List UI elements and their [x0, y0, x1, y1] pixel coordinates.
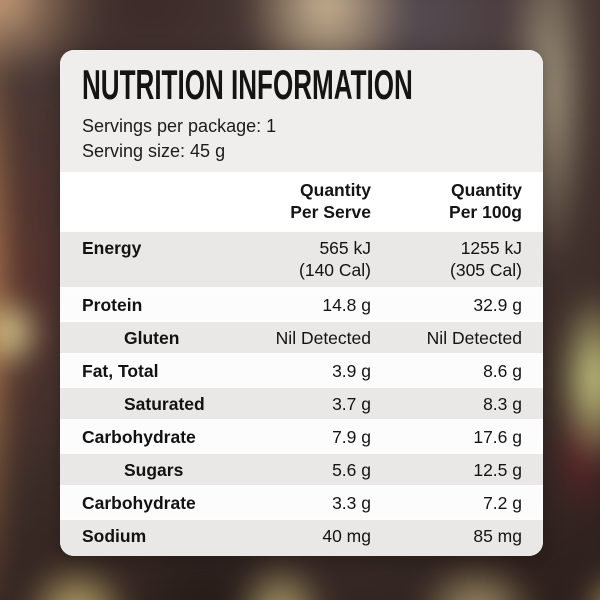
value-per-100g: 8.6 g [483, 360, 522, 381]
row-label: Protein [82, 294, 143, 315]
table-row-carbohydrate: Carbohydrate 7.9 g 17.6 g [60, 421, 543, 452]
value-per-serve: 14.8 g [322, 294, 371, 315]
row-label: Fat, Total [82, 360, 159, 381]
value-per-100g: Nil Detected [426, 327, 522, 348]
value-per-100g: 1255 kJ (305 Cal) [450, 238, 522, 280]
table-row-sodium: Sodium 40 mg 85 mg [60, 520, 543, 556]
value-per-serve: 7.9 g [332, 426, 371, 447]
table-row-carbohydrate-2: Carbohydrate 3.3 g 7.2 g [60, 487, 543, 518]
table-row-energy: Energy 565 kJ (140 Cal) 1255 kJ (305 Cal… [60, 232, 543, 287]
value-per-100g: 85 mg [473, 526, 522, 546]
row-label: Carbohydrate [82, 492, 196, 513]
value-per-serve: 3.7 g [332, 393, 371, 414]
value-per-100g: 12.5 g [473, 459, 522, 480]
table-header-row: Quantity Per Serve Quantity Per 100g [60, 172, 543, 230]
nutrition-table: Quantity Per Serve Quantity Per 100g Ene… [60, 172, 543, 556]
value-per-100g: 32.9 g [473, 294, 522, 315]
table-row-protein: Protein 14.8 g 32.9 g [60, 289, 543, 320]
servings-per-package-text: Servings per package: 1 [82, 116, 277, 136]
value-per-serve: 3.3 g [332, 492, 371, 513]
table-row-fat-total: Fat, Total 3.9 g 8.6 g [60, 355, 543, 386]
column-header-per-serve: Quantity Per Serve [290, 180, 371, 222]
value-per-serve: 565 kJ (140 Cal) [299, 238, 371, 280]
card-header-section: NUTRITION INFORMATION Servings per packa… [60, 50, 543, 172]
table-row-sugars: Sugars 5.6 g 12.5 g [60, 454, 543, 485]
row-label: Energy [82, 238, 142, 258]
row-label: Carbohydrate [82, 426, 196, 447]
table-row-gluten: Gluten Nil Detected Nil Detected [60, 322, 543, 353]
serving-size-text: Serving size: 45 g [82, 141, 226, 161]
row-label: Saturated [124, 393, 205, 414]
row-label: Sugars [124, 459, 184, 480]
value-per-serve: 40 mg [322, 526, 371, 546]
table-row-saturated: Saturated 3.7 g 8.3 g [60, 388, 543, 419]
row-label: Gluten [124, 327, 180, 348]
value-per-serve: 3.9 g [332, 360, 371, 381]
row-label: Sodium [82, 526, 147, 546]
nutrition-label-card: NUTRITION INFORMATION Servings per packa… [60, 50, 543, 556]
page-title: NUTRITION INFORMATION [82, 61, 413, 108]
value-per-100g: 8.3 g [483, 393, 522, 414]
value-per-serve: 5.6 g [332, 459, 371, 480]
column-header-per-100g: Quantity Per 100g [449, 180, 522, 222]
value-per-100g: 17.6 g [473, 426, 522, 447]
value-per-serve: Nil Detected [275, 327, 371, 348]
value-per-100g: 7.2 g [483, 492, 522, 513]
